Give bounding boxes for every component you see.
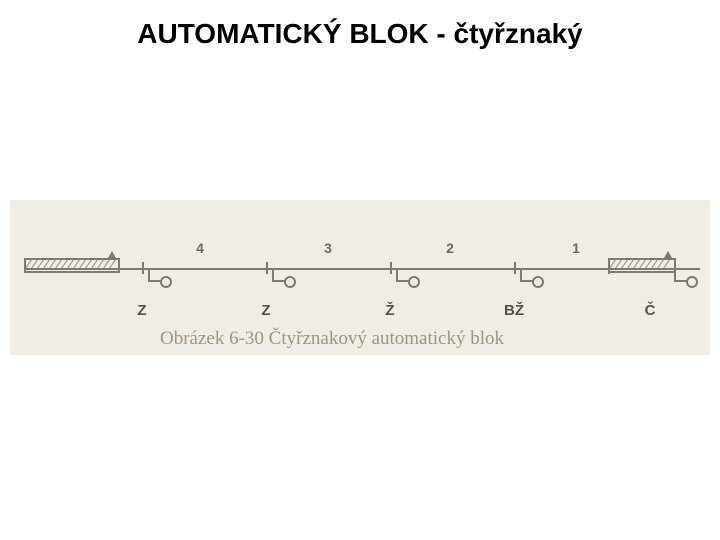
- signal-label: Z: [246, 302, 286, 319]
- signal-stem: [148, 270, 150, 280]
- signal-stem: [396, 270, 398, 280]
- signal-stem: [674, 270, 676, 280]
- figure-caption: Obrázek 6-30 Čtyřznakový automatický blo…: [160, 328, 504, 350]
- section-number: 4: [190, 240, 210, 256]
- station-flag-icon: [664, 251, 672, 258]
- track-tick: [390, 262, 392, 274]
- station-flag-icon: [108, 251, 116, 258]
- track-tick: [142, 262, 144, 274]
- signal-stem: [520, 270, 522, 280]
- signal-head-icon: [408, 276, 420, 288]
- signal-label: BŽ: [494, 302, 534, 319]
- signal-head-icon: [686, 276, 698, 288]
- signal-label: Z: [122, 302, 162, 319]
- signal-label: Č: [630, 302, 670, 319]
- track-line: [24, 268, 700, 270]
- signal-label: Ž: [370, 302, 410, 319]
- section-number: 1: [566, 240, 586, 256]
- signal-head-icon: [160, 276, 172, 288]
- signal-head-icon: [532, 276, 544, 288]
- page-title: AUTOMATICKÝ BLOK - čtyřznaký: [0, 18, 720, 50]
- section-number: 2: [440, 240, 460, 256]
- section-number: 3: [318, 240, 338, 256]
- track-tick: [266, 262, 268, 274]
- signal-stem: [272, 270, 274, 280]
- signal-head-icon: [284, 276, 296, 288]
- track-tick: [514, 262, 516, 274]
